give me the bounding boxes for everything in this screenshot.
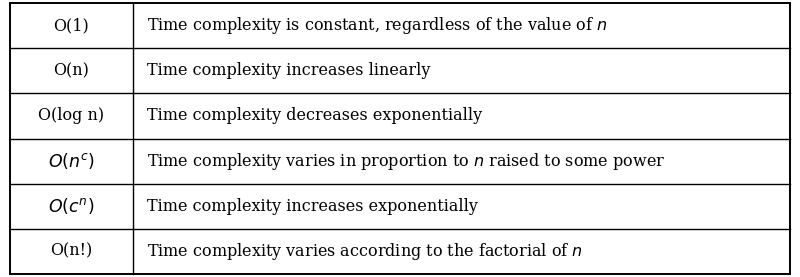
Text: $O(c^n)$: $O(c^n)$	[48, 196, 94, 216]
Text: Time complexity varies according to the factorial of $\mathit{n}$: Time complexity varies according to the …	[147, 241, 583, 262]
Text: O(n): O(n)	[54, 62, 90, 79]
Text: Time complexity varies in proportion to $\mathit{n}$ raised to some power: Time complexity varies in proportion to …	[147, 150, 666, 171]
Text: Time complexity decreases exponentially: Time complexity decreases exponentially	[147, 107, 482, 124]
Text: O(n!): O(n!)	[50, 243, 93, 260]
Text: O(log n): O(log n)	[38, 107, 104, 124]
Text: O(1): O(1)	[54, 17, 89, 34]
Text: Time complexity is constant, regardless of the value of $\mathit{n}$: Time complexity is constant, regardless …	[147, 15, 608, 36]
Text: Time complexity increases linearly: Time complexity increases linearly	[147, 62, 430, 79]
Text: Time complexity increases exponentially: Time complexity increases exponentially	[147, 198, 478, 215]
Text: $O(n^c)$: $O(n^c)$	[48, 151, 94, 171]
